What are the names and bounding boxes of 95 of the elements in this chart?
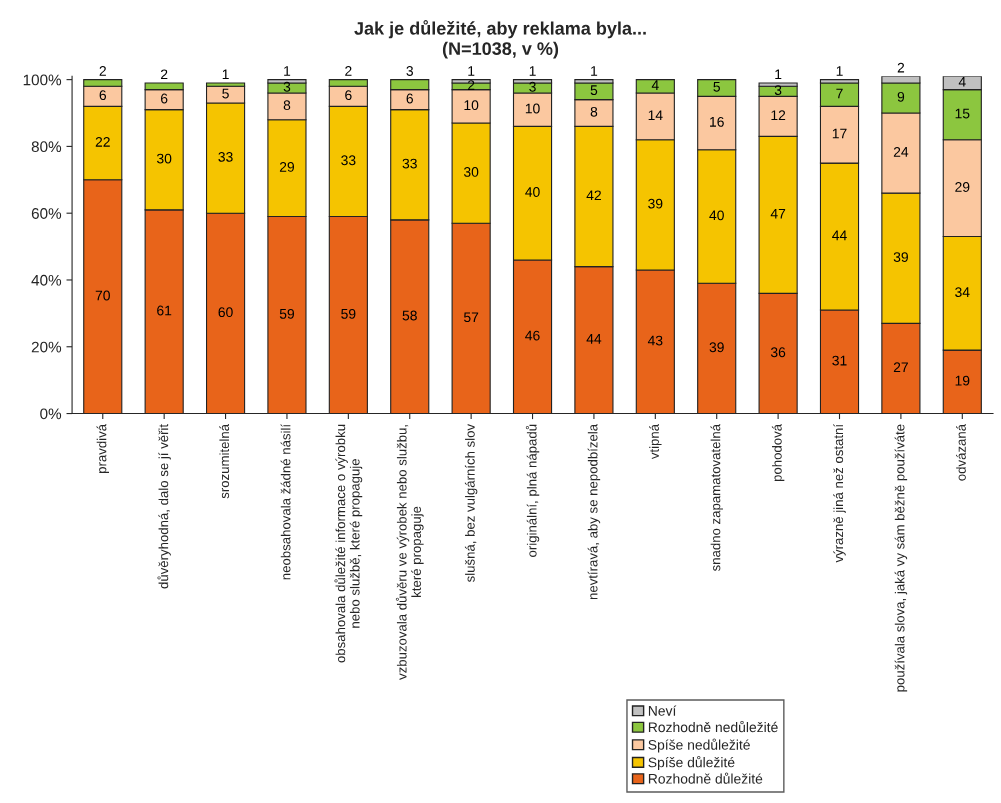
x-tick-label: nevtíravá, aby se nepodbízela — [587, 423, 601, 600]
data-label: 16 — [710, 116, 724, 127]
data-label: 70 — [95, 290, 110, 301]
data-label: 12 — [771, 110, 786, 120]
data-label: 14 — [648, 110, 663, 120]
x-tick-label: neobsahovala žádné násilí — [280, 424, 291, 580]
x-tick-label: vzbuzovala důvěru ve výrobek nebo službu, které propaguje — [395, 425, 424, 680]
data-label: 3 — [529, 81, 536, 92]
data-label: 5 — [590, 85, 598, 96]
data-label: 30 — [156, 153, 172, 164]
x-tick-label: odvázaná — [955, 423, 966, 481]
y-tick-label: 0% — [40, 408, 62, 420]
data-label: 1 — [284, 66, 291, 76]
x-tick-label: srozumitelná — [219, 423, 230, 499]
data-label: 2 — [345, 66, 352, 76]
data-label: 43 — [647, 335, 663, 346]
data-label: 6 — [406, 93, 413, 104]
data-label: 40 — [709, 210, 724, 221]
data-label: 29 — [279, 162, 295, 172]
y-tick-label: 80% — [31, 141, 62, 153]
x-tick-label: slušná, bez vulgárních slov — [464, 424, 478, 582]
x-tick-label: používala slova, jaká vy sám běžně používáte — [894, 424, 908, 692]
x-tick-label: výrazně jiná než ostatní — [833, 424, 846, 563]
data-label: 10 — [525, 103, 540, 114]
legend-label: Rozhodně nedůležité — [648, 720, 778, 733]
data-label: 17 — [832, 128, 847, 139]
x-tick-label: důvěryhodná, dalo se jí věřit — [157, 424, 171, 589]
data-label: 33 — [341, 155, 356, 166]
y-tick-label: 60% — [31, 208, 62, 219]
data-label: 6 — [345, 90, 352, 101]
data-label: 31 — [832, 355, 847, 366]
x-tick-label: vtipná — [649, 423, 662, 460]
data-label: 8 — [283, 100, 291, 111]
data-label: 5 — [713, 82, 720, 92]
chart-title: Jak je důležité, aby reklama byla... — [354, 20, 646, 39]
data-label: 1 — [836, 66, 843, 76]
data-label: 2 — [897, 62, 905, 73]
x-tick-label: pravdivá — [96, 423, 109, 473]
legend-label: Spíše nedůležité — [648, 738, 750, 753]
data-label: 59 — [279, 308, 295, 319]
x-tick-label: obsahovala důležité informace o výrobku nebo službě, které propaguje — [334, 424, 363, 663]
data-label: 46 — [525, 330, 540, 341]
data-label: 44 — [832, 230, 847, 241]
data-label: 10 — [464, 100, 479, 111]
data-label: 7 — [836, 88, 843, 99]
data-label: 27 — [893, 362, 908, 373]
data-label: 19 — [955, 375, 970, 386]
data-label: 1 — [222, 69, 229, 80]
data-label: 40 — [525, 187, 540, 197]
x-tick-label: originální, plná nápadů — [525, 424, 540, 557]
data-label: 22 — [95, 136, 110, 147]
data-label: 8 — [590, 106, 598, 117]
data-label: 58 — [402, 310, 417, 321]
x-tick-label: snadno zapamatovatelná — [710, 423, 723, 572]
data-label: 1 — [468, 66, 475, 76]
data-label: 39 — [648, 198, 663, 209]
data-label: 3 — [406, 66, 413, 76]
data-label: 4 — [958, 77, 966, 87]
data-label: 33 — [402, 158, 417, 169]
legend-label: Spíše důležité — [648, 755, 735, 771]
data-label: 1 — [775, 69, 782, 80]
data-label: 29 — [955, 182, 970, 192]
data-label: 24 — [893, 146, 909, 157]
data-label: 47 — [770, 208, 786, 219]
data-label: 2 — [99, 66, 106, 76]
data-label: 39 — [709, 342, 724, 353]
data-label: 44 — [586, 334, 602, 344]
data-label: 36 — [770, 347, 786, 358]
data-label: 3 — [283, 81, 291, 92]
y-tick-label: 40% — [31, 274, 62, 286]
data-label: 6 — [99, 90, 107, 101]
data-label: 9 — [897, 91, 905, 102]
data-label: 59 — [341, 308, 356, 319]
data-label: 6 — [161, 93, 168, 104]
data-label: 30 — [463, 167, 479, 177]
data-label: 60 — [218, 307, 233, 318]
data-label: 4 — [651, 80, 659, 90]
y-tick-label: 100% — [23, 74, 62, 86]
data-label: 1 — [529, 66, 536, 76]
data-label: 15 — [955, 108, 970, 119]
data-label: 33 — [218, 151, 233, 162]
data-label: 5 — [222, 88, 229, 99]
data-label: 34 — [955, 287, 970, 298]
data-label: 57 — [463, 312, 479, 323]
data-label: 39 — [893, 252, 908, 262]
data-label: 61 — [157, 305, 172, 316]
chart-subtitle: (N=1038, v %) — [442, 41, 559, 59]
legend-label: Rozhodně důležité — [648, 772, 763, 784]
data-label: 2 — [161, 69, 168, 80]
data-label: 3 — [774, 85, 782, 96]
data-label: 1 — [591, 66, 598, 76]
y-tick-label: 20% — [31, 341, 62, 353]
legend-label: Neví — [648, 705, 677, 716]
data-label: 42 — [586, 190, 601, 201]
x-tick-label: pohodová — [771, 423, 785, 482]
